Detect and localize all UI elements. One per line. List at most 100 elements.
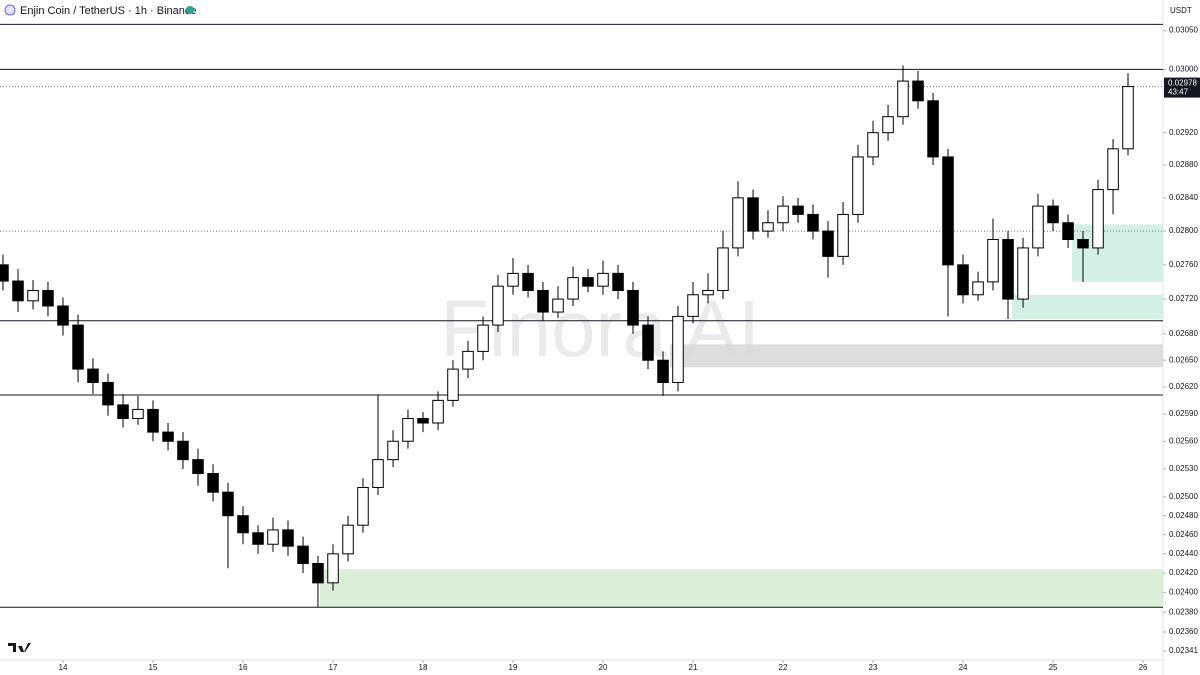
candle-body [252, 532, 264, 545]
candle-body [12, 280, 24, 302]
y-tick-label: 0.02560 [1169, 436, 1198, 445]
candle-body [1002, 238, 1014, 300]
x-tick-label: 20 [599, 663, 608, 672]
candle-body [687, 294, 699, 317]
countdown: 43:47 [1168, 88, 1189, 97]
candle-body [282, 529, 294, 547]
candle-body [357, 487, 369, 526]
coin-icon [4, 4, 16, 16]
candle-body [147, 408, 159, 433]
y-tick-label: 0.02620 [1169, 382, 1198, 391]
candle-body [822, 230, 834, 257]
candle-body [552, 298, 564, 313]
candle-body [327, 553, 339, 584]
x-tick-label: 22 [779, 663, 788, 672]
candle-body [222, 491, 234, 517]
candle-body [867, 132, 879, 158]
y-tick-label: 0.02840 [1169, 193, 1198, 202]
y-tick-label: 0.02530 [1169, 464, 1198, 473]
y-tick-label: 0.03050 [1169, 26, 1198, 35]
y-tick-label: 0.02590 [1169, 409, 1198, 418]
candle-body [972, 281, 984, 296]
y-tick-label: 0.02650 [1169, 355, 1198, 364]
candle-body [87, 368, 99, 383]
candle-body [402, 417, 414, 442]
candle-body [162, 431, 174, 442]
candle-body [1122, 86, 1134, 150]
x-tick-label: 17 [329, 663, 338, 672]
candle-body [1032, 205, 1044, 249]
x-tick-label: 21 [689, 663, 698, 672]
x-tick-label: 16 [239, 663, 248, 672]
y-tick-label: 0.02460 [1169, 530, 1198, 539]
candle-body [642, 324, 654, 361]
candle-body [747, 197, 759, 232]
y-tick-label: 0.02400 [1169, 588, 1198, 597]
candle-body [957, 264, 969, 296]
candle-body [657, 359, 669, 383]
candle-body [942, 156, 954, 266]
candle-body [582, 277, 594, 287]
candle-body [762, 222, 774, 232]
candle-body [267, 529, 279, 545]
y-tick-label: 0.03000 [1169, 64, 1198, 73]
x-tick-label: 15 [149, 663, 158, 672]
candle-body [597, 272, 609, 287]
candle-body [702, 289, 714, 296]
candle-body [1092, 189, 1104, 249]
candle-body [777, 205, 789, 224]
candle-body [732, 197, 744, 249]
candle-body [1077, 238, 1089, 249]
candle-body [42, 289, 54, 307]
candle-body [417, 417, 429, 424]
candle-body [387, 440, 399, 461]
candle-body [477, 324, 489, 352]
candle-body [717, 247, 729, 291]
zone [1072, 224, 1163, 282]
candle-body [297, 545, 309, 564]
y-tick-label: 0.02720 [1169, 294, 1198, 303]
x-tick-label: 19 [509, 663, 518, 672]
y-tick-label: 0.02680 [1169, 329, 1198, 338]
candle-body [987, 238, 999, 283]
y-tick-label: 0.02880 [1169, 160, 1198, 169]
candle-body [507, 272, 519, 287]
candle-body [492, 285, 504, 326]
candle-body [27, 289, 39, 302]
candle-body [1062, 222, 1074, 240]
x-tick-label: 24 [959, 663, 968, 672]
y-tick-label: 0.02420 [1169, 568, 1198, 577]
price-label: 0.02978 [1168, 79, 1197, 88]
candle-body [882, 116, 894, 134]
y-tick-label: 0.02341 [1169, 646, 1198, 655]
candle-body [912, 80, 924, 102]
candle-body [672, 315, 684, 383]
zone [669, 344, 1163, 368]
x-tick-label: 25 [1049, 663, 1058, 672]
candle-body [837, 213, 849, 257]
candle-body [897, 80, 909, 118]
y-tick-label: 0.02800 [1169, 226, 1198, 235]
candle-body [462, 350, 474, 370]
y-tick-label: 0.02480 [1169, 511, 1198, 520]
status-dot [186, 6, 194, 14]
candle-body [207, 473, 219, 493]
candle-body [807, 213, 819, 232]
candle-body [537, 289, 549, 313]
candle-body [192, 459, 204, 475]
zone [1011, 294, 1163, 319]
candle-body [567, 277, 579, 300]
candle-body [0, 264, 9, 282]
candle-body [102, 381, 114, 406]
candle-body [522, 272, 534, 291]
y-tick-label: 0.02440 [1169, 549, 1198, 558]
y-tick-label: 0.02760 [1169, 260, 1198, 269]
price-label-box [1164, 77, 1200, 98]
candle-body [177, 440, 189, 461]
candle-body [372, 459, 384, 489]
tradingview-logo [8, 643, 31, 652]
candle-body [237, 515, 249, 534]
candle-body [1107, 148, 1119, 191]
